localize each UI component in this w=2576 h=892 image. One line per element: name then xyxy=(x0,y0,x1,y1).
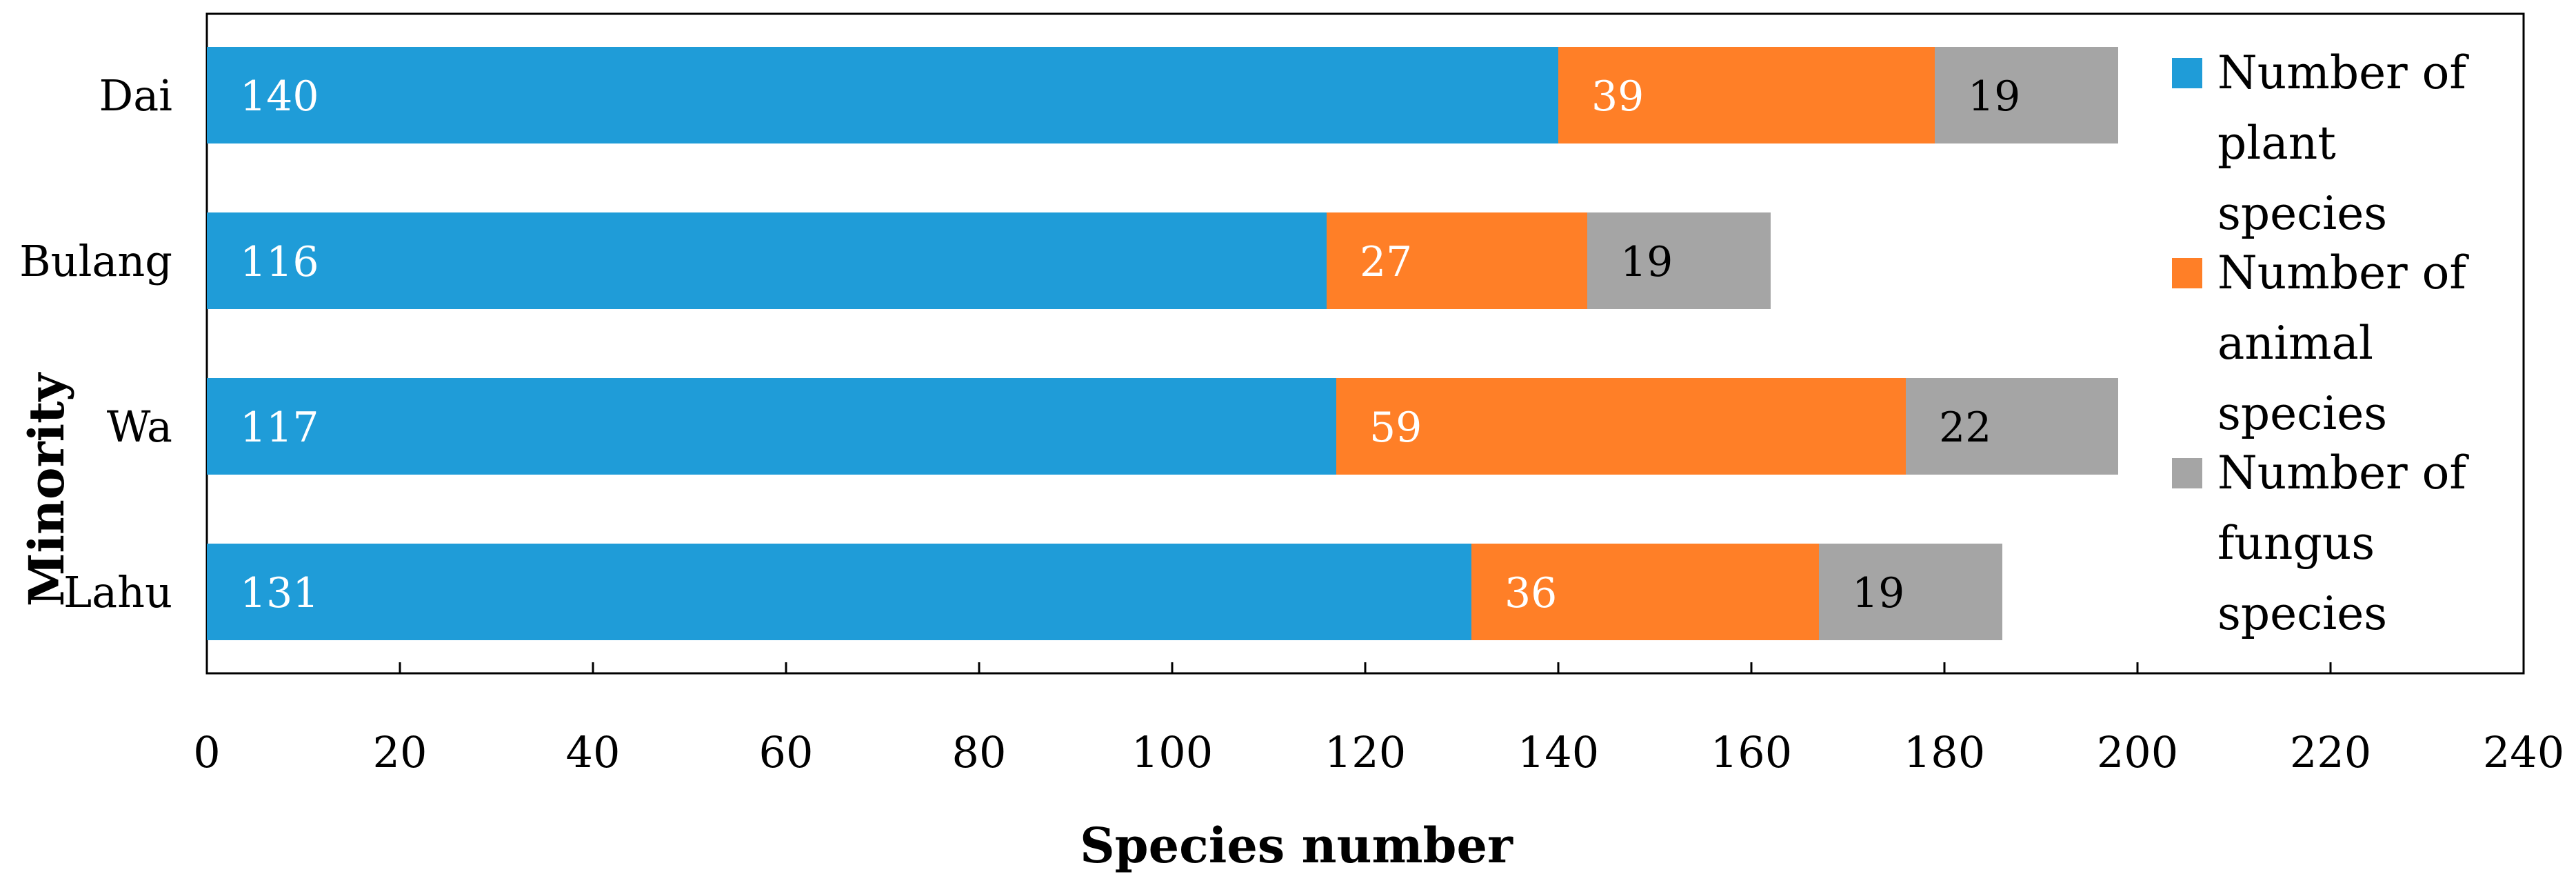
data-label-bulang-series-3: 19 xyxy=(1620,238,1673,286)
x-tick-label-40: 40 xyxy=(566,727,621,777)
x-tick-label-200: 200 xyxy=(2097,727,2178,777)
x-tick-label-80: 80 xyxy=(952,727,1007,777)
bar-bulang-series-2 xyxy=(1327,212,1587,309)
category-label-lahu: Lahu xyxy=(63,567,172,617)
x-tick-label-60: 60 xyxy=(759,727,814,777)
bar-wa-series-3 xyxy=(1906,378,2118,475)
x-tick-label-20: 20 xyxy=(373,727,427,777)
legend-label-series-3: Number of fungus species xyxy=(2217,446,2469,640)
category-label-bulang: Bulang xyxy=(19,236,172,286)
bar-bulang-series-3 xyxy=(1587,212,1771,309)
data-label-lahu-series-2: 36 xyxy=(1505,569,1557,617)
x-axis-ticks xyxy=(205,662,2525,673)
category-label-wa: Wa xyxy=(107,402,172,452)
data-label-wa-series-3: 22 xyxy=(1939,404,1991,452)
y-axis-category-labels: Dai Bulang Wa Lahu xyxy=(19,70,172,617)
x-tick-label-160: 160 xyxy=(1711,727,1792,777)
data-label-wa-series-2: 59 xyxy=(1369,404,1422,452)
category-label-dai: Dai xyxy=(99,70,172,121)
x-axis-title: Species number xyxy=(1080,817,1513,874)
bar-wa-series-1 xyxy=(207,378,1336,475)
x-tick-label-220: 220 xyxy=(2290,727,2371,777)
x-tick-label-0: 0 xyxy=(193,727,220,777)
data-label-lahu-series-3: 19 xyxy=(1852,569,1904,617)
x-tick-label-240: 240 xyxy=(2483,727,2564,777)
legend-swatch-series-1 xyxy=(2172,58,2202,88)
x-tick-label-120: 120 xyxy=(1325,727,1406,777)
x-tick-label-180: 180 xyxy=(1904,727,1985,777)
data-label-bulang-series-1: 116 xyxy=(240,238,319,286)
bar-dai-series-1 xyxy=(207,47,1558,143)
data-labels-layer: 140 39 19 116 27 19 117 59 22 131 36 19 xyxy=(240,72,2020,617)
x-tick-label-140: 140 xyxy=(1518,727,1599,777)
legend-swatch-series-2 xyxy=(2172,258,2202,288)
bar-bulang-series-1 xyxy=(207,212,1327,309)
data-label-wa-series-1: 117 xyxy=(240,404,319,452)
x-tick-label-100: 100 xyxy=(1131,727,1213,777)
bar-dai-series-3 xyxy=(1935,47,2118,143)
bar-lahu-series-3 xyxy=(1819,544,2002,640)
data-label-dai-series-3: 19 xyxy=(1968,72,2020,121)
data-label-lahu-series-1: 131 xyxy=(240,569,319,617)
bar-lahu-series-1 xyxy=(207,544,1471,640)
legend-label-series-1: Number of plant species xyxy=(2217,46,2469,240)
data-label-dai-series-1: 140 xyxy=(240,72,319,121)
legend-swatch-series-3 xyxy=(2172,458,2202,488)
data-label-bulang-series-2: 27 xyxy=(1360,238,1412,286)
legend-label-series-2: Number of animal species xyxy=(2217,246,2469,440)
data-label-dai-series-2: 39 xyxy=(1591,72,1644,121)
bar-dai-series-2 xyxy=(1558,47,1935,143)
y-axis-title: Minority xyxy=(18,372,75,606)
bar-wa-series-2 xyxy=(1336,378,1906,475)
bars-layer xyxy=(207,47,2118,640)
bar-lahu-series-2 xyxy=(1471,544,1819,640)
x-axis-tick-labels: 0 20 40 60 80 100 120 140 160 180 200 220 240 xyxy=(193,727,2564,777)
